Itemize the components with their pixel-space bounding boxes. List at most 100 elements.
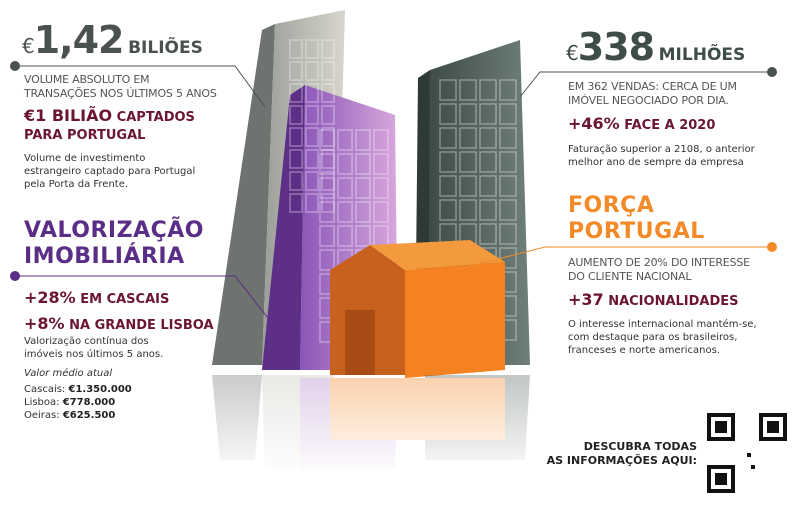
window — [319, 225, 335, 247]
window — [439, 199, 457, 221]
window — [499, 223, 517, 245]
window — [479, 127, 497, 149]
window — [373, 177, 389, 199]
window — [319, 129, 335, 151]
window — [499, 175, 517, 197]
avg-value-label: Valor médio atual — [24, 368, 113, 379]
window — [305, 105, 319, 125]
revenue-subtitle: EM 362 VENDAS: CERCA DE UM IMÓVEL NEGOCIA… — [568, 80, 737, 108]
text: CAPTADOS — [116, 110, 195, 125]
window — [459, 103, 477, 125]
bullet-dot — [767, 67, 777, 77]
text: IMÓVEL NEGOCIADO POR DIA. — [568, 94, 729, 107]
valorizacao-stats: +28% EM CASCAIS +8% NA GRANDE LISBOA — [24, 286, 214, 338]
text: DO CLIENTE NACIONAL — [568, 270, 692, 283]
cta-text: DESCUBRA TODAS AS INFORMAÇÕES AQUI: — [547, 440, 697, 468]
text: PORTUGAL — [568, 219, 705, 244]
text: O interesse internacional mantém-se, — [568, 319, 757, 330]
total-volume-subtitle: VOLUME ABSOLUTO EM TRANSAÇÕES NOS ÚLTIMOS… — [24, 73, 217, 101]
window — [479, 199, 497, 221]
text: MILHÕES — [658, 45, 746, 65]
window — [321, 149, 335, 169]
bullet-dot — [767, 242, 777, 252]
text: Valorização contínua dos — [24, 336, 149, 347]
text: € — [566, 41, 579, 65]
window — [373, 201, 389, 223]
window — [305, 171, 319, 191]
window — [305, 193, 319, 213]
window — [321, 39, 335, 59]
window — [479, 151, 497, 173]
window — [337, 201, 353, 223]
text: melhor ano de sempre da empresa — [568, 157, 744, 168]
text: pela Porta da Frente. — [24, 179, 129, 190]
window — [319, 153, 335, 175]
text: BILIÕES — [128, 38, 203, 58]
window — [373, 153, 389, 175]
text: 1,42 — [33, 18, 125, 62]
text: VOLUME ABSOLUTO EM — [24, 73, 150, 86]
connector-line — [454, 246, 772, 271]
text: € — [22, 34, 35, 58]
text: Lisboa: — [24, 397, 60, 408]
window — [499, 79, 517, 101]
bullet-dot — [10, 271, 20, 281]
window — [321, 83, 335, 103]
connector-line — [519, 71, 772, 98]
text: €1.350.000 — [68, 384, 132, 395]
text: EM CASCAIS — [80, 292, 170, 307]
window — [459, 199, 477, 221]
window — [321, 193, 335, 213]
window — [459, 79, 477, 101]
text: AUMENTO DE 20% DO INTERESSE — [568, 256, 750, 269]
window — [337, 153, 353, 175]
window — [305, 83, 319, 103]
text: FACE A 2020 — [624, 118, 716, 133]
text: TRANSAÇÕES NOS ÚLTIMOS 5 ANOS — [24, 87, 217, 100]
window — [439, 127, 457, 149]
text: FORÇA — [568, 193, 655, 218]
text: €625.500 — [62, 410, 116, 421]
window — [321, 171, 335, 191]
window — [355, 201, 371, 223]
growth-body: Faturação superior a 2108, o anterior mel… — [568, 143, 755, 169]
window — [337, 225, 353, 247]
text: imóveis nos últimos 5 anos. — [24, 349, 164, 360]
text: EM 362 VENDAS: CERCA DE UM — [568, 80, 737, 93]
forca-portugal-title: FORÇA PORTUGAL — [568, 193, 705, 245]
window — [479, 103, 497, 125]
window — [355, 153, 371, 175]
nationalities-highlight: +37 NACIONALIDADES — [568, 291, 739, 311]
nationalities-body: O interesse internacional mantém-se, com … — [568, 318, 757, 357]
orange-house — [330, 240, 505, 378]
window — [319, 201, 335, 223]
price-list: Cascais: €1.350.000 Lisboa: €778.000 Oei… — [24, 383, 163, 422]
captured-body: Volume de investimento estrangeiro captad… — [24, 152, 195, 191]
text: Faturação superior a 2108, o anterior — [568, 144, 755, 155]
window — [499, 127, 517, 149]
text: estrangeiro captado para Portugal — [24, 166, 196, 177]
window — [337, 129, 353, 151]
window — [305, 149, 319, 169]
window — [439, 151, 457, 173]
text: Volume de investimento — [24, 153, 146, 164]
window — [321, 127, 335, 147]
text: com destaque para os brasileiros, — [568, 332, 738, 343]
text: NACIONALIDADES — [608, 294, 739, 309]
window — [289, 193, 303, 213]
text: +8% — [24, 314, 65, 333]
text: +28% — [24, 288, 76, 307]
text: AS INFORMAÇÕES AQUI: — [546, 454, 697, 467]
window — [439, 175, 457, 197]
window — [319, 249, 335, 271]
window — [321, 61, 335, 81]
window — [319, 177, 335, 199]
connector-line — [18, 65, 266, 108]
text: NA GRANDE LISBOA — [69, 318, 214, 333]
price-item: Cascais: €1.350.000 — [24, 383, 163, 396]
qr-code-icon[interactable] — [707, 413, 787, 493]
forca-subtitle: AUMENTO DE 20% DO INTERESSE DO CLIENTE NA… — [568, 256, 750, 284]
text: IMOBILIÁRIA — [24, 244, 185, 269]
window — [289, 171, 303, 191]
